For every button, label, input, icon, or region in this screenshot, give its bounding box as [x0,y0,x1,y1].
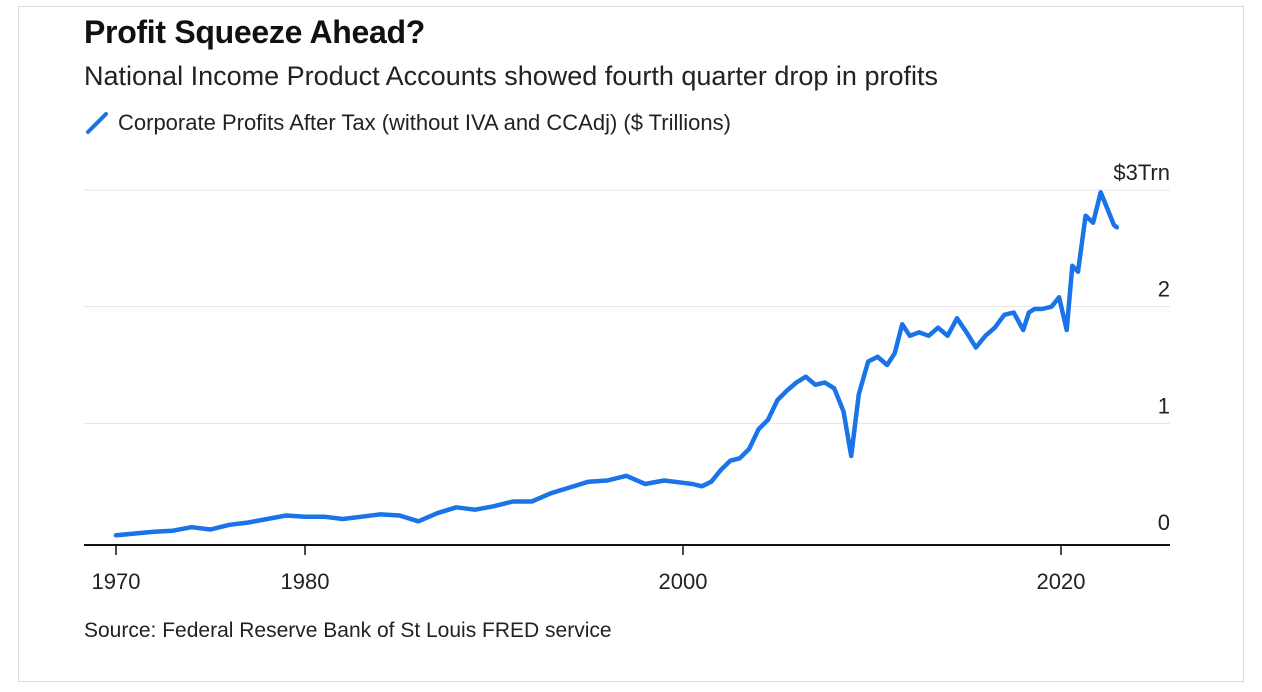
y-tick-label: $3Trn [1113,160,1170,185]
chart-title: Profit Squeeze Ahead? [84,14,426,50]
y-tick-label: 2 [1158,277,1170,302]
chart-subtitle: National Income Product Accounts showed … [84,61,938,91]
x-axis: 1970 1980 2000 2020 [84,544,1170,594]
y-axis-labels: 0 1 2 $3Trn [1113,160,1170,535]
grid-lines [84,189,1170,424]
legend-label: Corporate Profits After Tax (without IVA… [118,110,731,135]
legend: Corporate Profits After Tax (without IVA… [84,110,731,136]
series-layer [113,190,1120,538]
chart-card [18,6,1244,682]
series-line-corporate-profits [113,190,1120,538]
x-tick-label: 2000 [659,569,708,594]
y-tick-label: 0 [1158,510,1170,535]
x-tick-label: 2020 [1037,569,1086,594]
legend-line-icon [86,112,108,134]
y-tick-label: 1 [1158,393,1170,418]
source-note: Source: Federal Reserve Bank of St Louis… [84,619,612,642]
x-tick-label: 1970 [92,569,141,594]
x-tick-label: 1980 [281,569,330,594]
